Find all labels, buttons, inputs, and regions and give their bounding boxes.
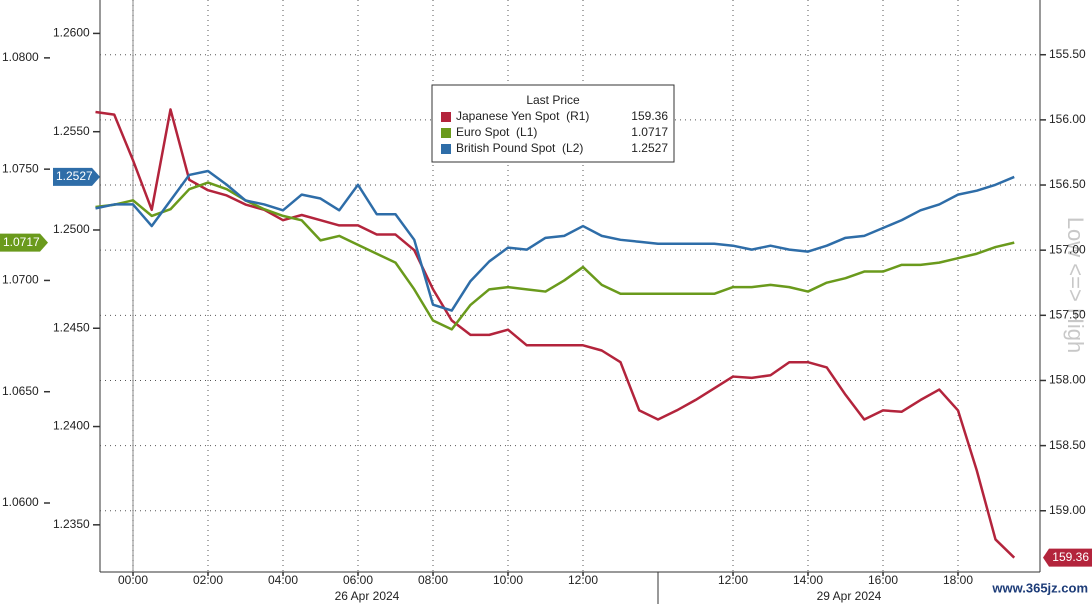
- x-tick-label: 00:00: [118, 573, 148, 587]
- y3-tick-label: 1.2600: [53, 26, 90, 40]
- legend-label: Japanese Yen Spot (R1): [456, 109, 589, 123]
- series-line: [95, 108, 1016, 559]
- watermark: www.365jz.com: [991, 580, 1088, 595]
- y-tick-label: 1.0750: [2, 161, 39, 175]
- legend-label: British Pound Spot (L2): [456, 141, 583, 155]
- legend: Last Price Japanese Yen Spot (R1) 159.36 E…: [431, 84, 675, 163]
- y-tick-label: 1.0650: [2, 384, 39, 398]
- legend-swatch: [441, 144, 451, 154]
- x-tick-label: 02:00: [193, 573, 223, 587]
- y3-tick-label: 1.2450: [53, 320, 90, 334]
- x-tick-label: 08:00: [418, 573, 448, 587]
- y2-tick-label: 157.50: [1049, 307, 1086, 321]
- y2-tick-label: 156.00: [1049, 112, 1086, 126]
- date-label: 26 Apr 2024: [335, 589, 400, 603]
- y3-tick-label: 1.2500: [53, 222, 90, 236]
- legend-swatch: [441, 128, 451, 138]
- legend-label: Euro Spot (L1): [456, 125, 537, 139]
- y-tick-label: 1.0700: [2, 273, 39, 287]
- legend-value: 1.2527: [631, 141, 668, 155]
- last-value-label: 1.2527: [56, 169, 93, 183]
- y2-tick-label: 158.50: [1049, 438, 1086, 452]
- x-tick-label: 12:00: [568, 573, 598, 587]
- last-value-tag: [0, 233, 48, 252]
- last-value-label: 1.0717: [3, 235, 40, 249]
- series-line: [95, 169, 1015, 312]
- y-tick-label: 1.0600: [2, 495, 39, 509]
- legend-value: 159.36: [631, 109, 668, 123]
- legend-swatch: [441, 112, 451, 122]
- last-value-label: 159.36: [1052, 550, 1089, 564]
- legend-title: Last Price: [526, 93, 580, 107]
- x-tick-label: 04:00: [268, 573, 298, 587]
- y3-tick-label: 1.2350: [53, 517, 90, 531]
- x-tick-label: 10:00: [493, 573, 523, 587]
- y3-tick-label: 1.2550: [53, 124, 90, 138]
- y2-tick-label: 158.00: [1049, 373, 1086, 387]
- x-tick-label: 14:00: [793, 573, 823, 587]
- x-tick-label: 18:00: [943, 573, 973, 587]
- x-tick-label: 12:00: [718, 573, 748, 587]
- legend-value: 1.0717: [631, 125, 668, 139]
- legend-box: [431, 84, 675, 163]
- last-value-tag: [53, 167, 100, 186]
- y2-axis-label: Low <=> High: [1063, 217, 1088, 353]
- y2-tick-label: 156.50: [1049, 177, 1086, 191]
- y2-tick-label: 155.50: [1049, 47, 1086, 61]
- y2-tick-label: 157.00: [1049, 242, 1086, 256]
- last-value-tag: [1043, 548, 1092, 567]
- y3-tick-label: 1.2400: [53, 419, 90, 433]
- date-label: 29 Apr 2024: [817, 589, 882, 603]
- y2-tick-label: 159.00: [1049, 503, 1086, 517]
- x-tick-label: 06:00: [343, 573, 373, 587]
- y-tick-label: 1.0800: [2, 50, 39, 64]
- x-tick-label: 16:00: [868, 573, 898, 587]
